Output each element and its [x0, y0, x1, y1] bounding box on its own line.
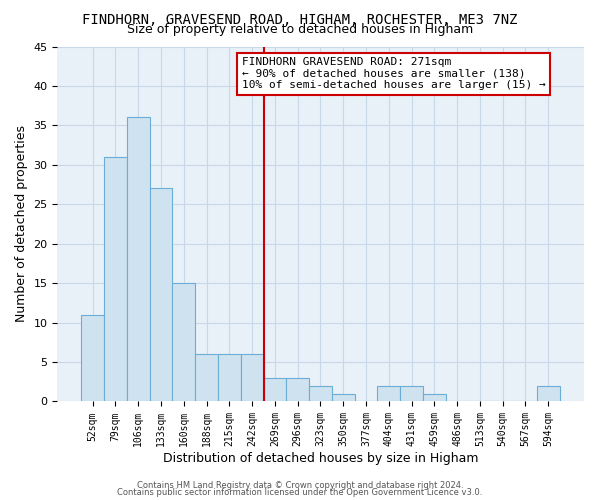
Text: FINDHORN GRAVESEND ROAD: 271sqm
← 90% of detached houses are smaller (138)
10% o: FINDHORN GRAVESEND ROAD: 271sqm ← 90% of…	[242, 57, 545, 90]
Bar	[423, 394, 446, 402]
Bar	[82, 314, 104, 402]
Bar	[309, 386, 332, 402]
Bar	[332, 394, 355, 402]
Bar	[400, 386, 423, 402]
Bar	[195, 354, 218, 402]
Bar	[127, 118, 149, 402]
Text: Contains public sector information licensed under the Open Government Licence v3: Contains public sector information licen…	[118, 488, 482, 497]
Bar	[218, 354, 241, 402]
Y-axis label: Number of detached properties: Number of detached properties	[15, 126, 28, 322]
Text: Size of property relative to detached houses in Higham: Size of property relative to detached ho…	[127, 22, 473, 36]
Bar	[172, 283, 195, 402]
Bar	[537, 386, 560, 402]
X-axis label: Distribution of detached houses by size in Higham: Distribution of detached houses by size …	[163, 452, 478, 465]
Bar	[286, 378, 309, 402]
Bar	[263, 378, 286, 402]
Bar	[149, 188, 172, 402]
Bar	[104, 157, 127, 402]
Bar	[241, 354, 263, 402]
Text: FINDHORN, GRAVESEND ROAD, HIGHAM, ROCHESTER, ME3 7NZ: FINDHORN, GRAVESEND ROAD, HIGHAM, ROCHES…	[82, 12, 518, 26]
Bar	[377, 386, 400, 402]
Text: Contains HM Land Registry data © Crown copyright and database right 2024.: Contains HM Land Registry data © Crown c…	[137, 480, 463, 490]
